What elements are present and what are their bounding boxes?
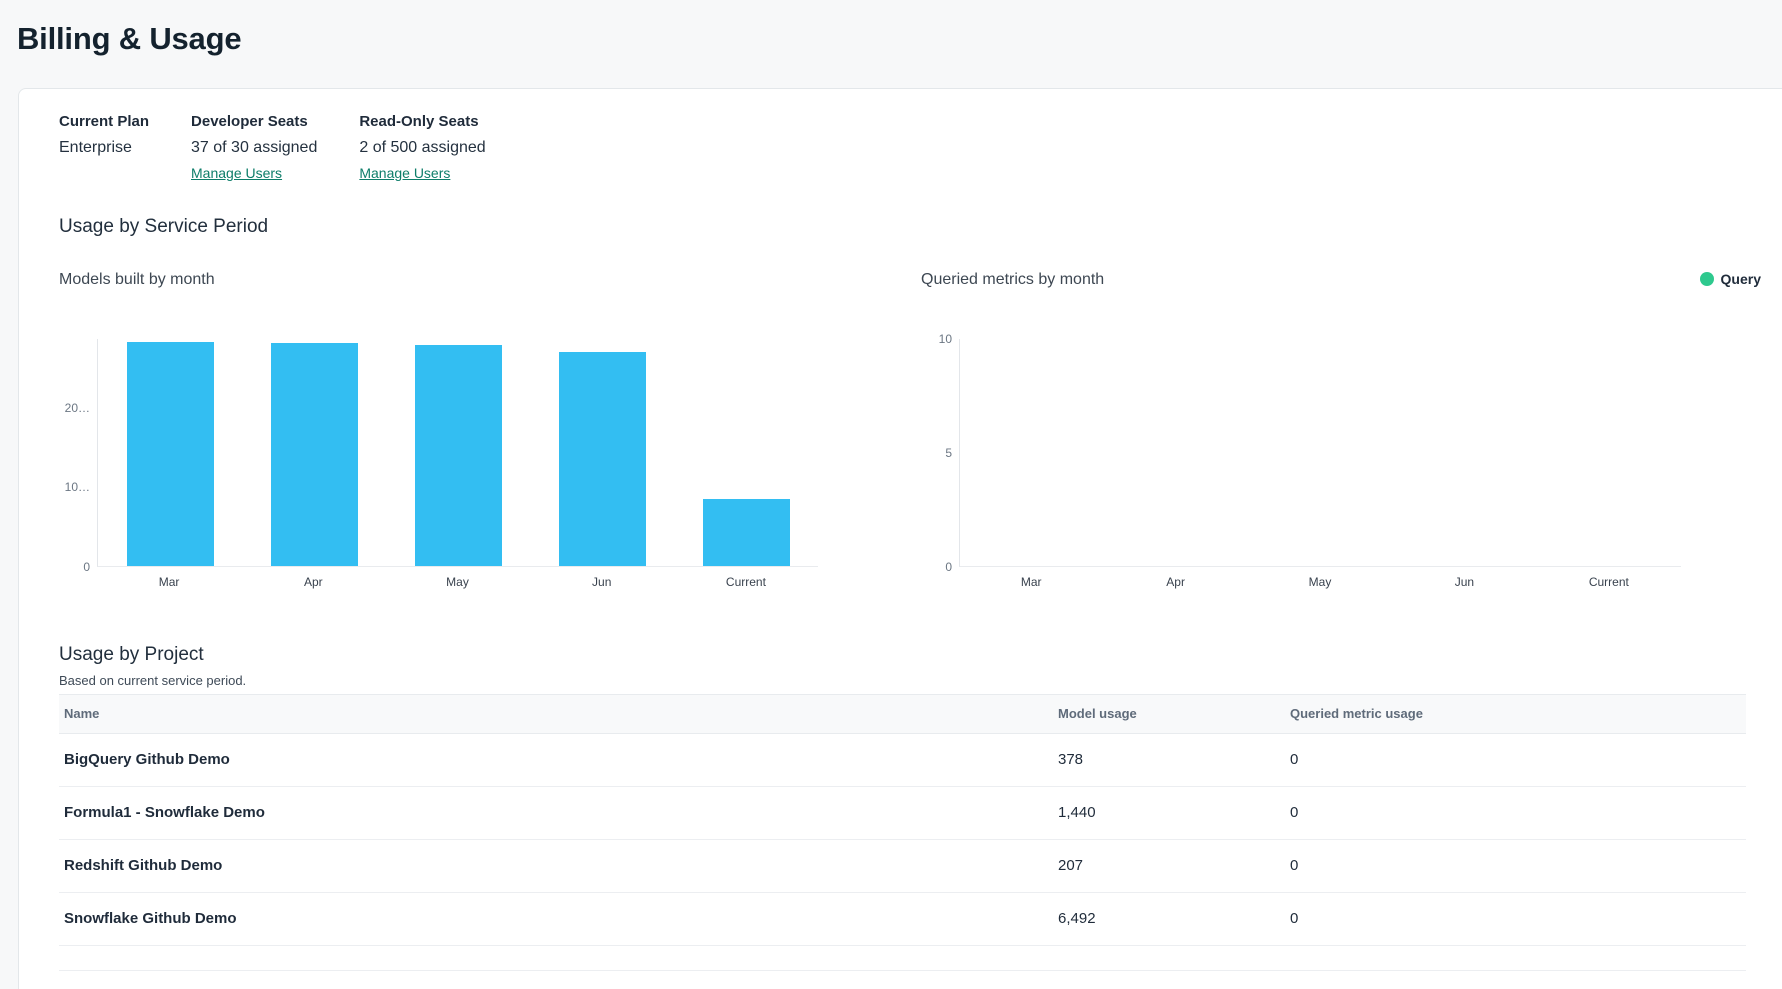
manage-users-link-readonly[interactable]: Manage Users [359, 164, 451, 181]
bar-jun [558, 351, 646, 566]
x-axis-label: Mar [1020, 574, 1042, 589]
table-row: Redshift Github Demo 207 0 [59, 840, 1746, 893]
x-axis-label: Mar [158, 574, 180, 589]
bar-mar [126, 342, 214, 566]
column-header-model-usage: Model usage [1058, 706, 1137, 722]
y-tick-label: 0 [83, 559, 90, 574]
bar-may [414, 345, 502, 566]
y-tick-label: 5 [945, 445, 952, 460]
x-axis-label: Current [725, 574, 766, 589]
legend-query-label: Query [1720, 270, 1761, 287]
current-plan-label: Current Plan [59, 112, 150, 130]
developer-seats-column: Developer Seats 37 of 30 assigned Manage… [191, 113, 317, 183]
y-tick-label: 10 [938, 331, 952, 346]
charts-row: Models built by month 0 10… 20… Mar Apr May J… [59, 270, 1761, 589]
usage-by-service-period-title: Usage by Service Period [59, 215, 269, 237]
legend-query[interactable]: Query [1699, 270, 1761, 287]
project-name: Snowflake Github Demo [64, 910, 237, 928]
usage-by-project-section: Usage by Project Based on current servic… [59, 644, 1746, 989]
charts-gap [818, 270, 921, 589]
plot-area [97, 338, 818, 567]
legend-dot-icon [1699, 271, 1714, 286]
x-axis-label: Apr [1166, 574, 1185, 589]
chart-models-built: Models built by month 0 10… 20… Mar Apr May J… [59, 270, 818, 589]
y-tick-label: 20… [64, 401, 90, 416]
x-axis-label: Jun [592, 574, 612, 589]
project-name: Formula1 - Snowflake Demo [64, 804, 265, 822]
readonly-seats-label: Read-Only Seats [359, 112, 479, 130]
page-title: Billing & Usage [17, 21, 242, 56]
column-header-name: Name [64, 706, 100, 722]
manage-users-link-developer[interactable]: Manage Users [191, 164, 283, 181]
usage-table: Name Model usage Queried metric usage Bi… [59, 693, 1746, 971]
chart-queried-metrics: Queried metrics by month 0 5 10 Mar Apr May J… [921, 270, 1681, 589]
project-name: BigQuery Github Demo [64, 751, 230, 769]
table-row: BigQuery Github Demo 378 0 [59, 734, 1746, 787]
model-usage-value: 1,440 [1058, 804, 1096, 822]
x-axis-label: Apr [303, 574, 323, 589]
bar-current [702, 498, 790, 566]
developer-seats-value: 37 of 30 assigned [191, 138, 318, 156]
x-axis-label: May [1308, 574, 1332, 589]
usage-by-project-subtitle: Based on current service period. [59, 672, 247, 688]
readonly-seats-column: Read-Only Seats 2 of 500 assigned Manage… [359, 113, 485, 183]
chart-queried-metrics-plot: 0 5 10 Mar Apr May Jun Current [921, 332, 1681, 589]
y-tick-label: 10… [64, 480, 90, 495]
readonly-seats-value: 2 of 500 assigned [359, 138, 486, 156]
model-usage-value: 207 [1058, 857, 1084, 875]
chart-models-built-plot: 0 10… 20… Mar Apr May Jun Current [59, 338, 818, 589]
table-row: Formula1 - Snowflake Demo 1,440 0 [59, 787, 1746, 840]
model-usage-value: 6,492 [1058, 910, 1096, 928]
bar-apr [270, 342, 358, 566]
table-row: Snowflake Github Demo 6,492 0 [59, 893, 1746, 946]
model-usage-value: 378 [1058, 751, 1084, 769]
table-footer-spacer-row [59, 946, 1746, 971]
chart-models-built-title: Models built by month [59, 270, 215, 288]
current-plan-column: Current Plan Enterprise [59, 113, 149, 183]
y-tick-label: 0 [945, 559, 952, 574]
y-axis: 0 10… 20… [59, 339, 97, 574]
x-axis: Mar Apr May Jun Current [97, 575, 818, 589]
chart-queried-metrics-title: Queried metrics by month [921, 270, 1105, 288]
y-axis: 0 5 10 [921, 332, 959, 574]
queried-metric-usage-value: 0 [1290, 751, 1299, 769]
billing-card: Current Plan Enterprise Developer Seats … [18, 87, 1782, 989]
plot-area [959, 338, 1681, 567]
usage-footnote: Usage totals shown above are estimates [59, 987, 1746, 989]
page-header: Billing & Usage [0, 0, 1782, 57]
plan-summary: Current Plan Enterprise Developer Seats … [59, 113, 1746, 183]
current-plan-value: Enterprise [59, 138, 132, 156]
x-axis-label: Current [1588, 574, 1629, 589]
column-header-queried-metric-usage: Queried metric usage [1290, 706, 1423, 722]
project-name: Redshift Github Demo [64, 857, 223, 875]
queried-metric-usage-value: 0 [1290, 857, 1299, 875]
x-axis: Mar Apr May Jun Current [959, 575, 1681, 589]
x-axis-label: May [446, 574, 469, 589]
queried-metric-usage-value: 0 [1290, 910, 1299, 928]
usage-by-project-title: Usage by Project [59, 643, 204, 665]
x-axis-label: Jun [1454, 574, 1475, 589]
table-header-row: Name Model usage Queried metric usage [59, 693, 1746, 734]
developer-seats-label: Developer Seats [191, 112, 308, 130]
queried-metric-usage-value: 0 [1290, 804, 1299, 822]
